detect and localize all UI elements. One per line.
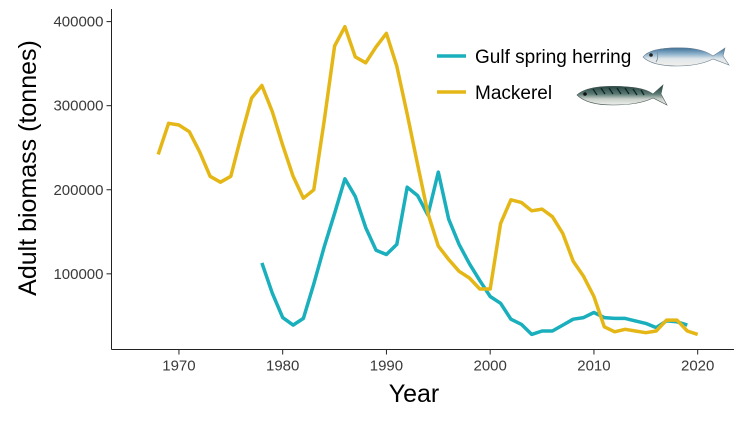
series-line-gulf-spring-herring [260, 170, 688, 337]
y-tick-label: 300000 [53, 98, 103, 115]
x-tick-label: 2010 [577, 358, 610, 375]
y-axis-title: Adult biomass (tonnes) [14, 40, 42, 296]
y-tick-label: 400000 [53, 14, 103, 31]
x-axis-title: Year [389, 380, 440, 408]
x-tick-label: 2020 [681, 358, 714, 375]
legend-label-herring: Gulf spring herring [475, 47, 631, 68]
x-tick-label: 1970 [162, 358, 195, 375]
x-tick-label: 1990 [370, 358, 403, 375]
legend-label-mackerel: Mackerel [475, 83, 552, 104]
y-axis-ticks: 100000 200000 300000 400000 [53, 14, 112, 283]
herring-fish-icon [642, 47, 730, 67]
x-tick-label: 1980 [266, 358, 299, 375]
x-axis-ticks: 1970 1980 1990 2000 2010 2020 [162, 349, 714, 375]
mackerel-fish-icon [576, 84, 668, 106]
series-line-mackerel [156, 24, 699, 337]
y-tick-label: 200000 [53, 182, 103, 199]
x-tick-label: 2000 [474, 358, 507, 375]
legend: Gulf spring herring Mackerel [437, 47, 730, 106]
series-lines [156, 24, 699, 337]
y-tick-label: 100000 [53, 266, 103, 283]
